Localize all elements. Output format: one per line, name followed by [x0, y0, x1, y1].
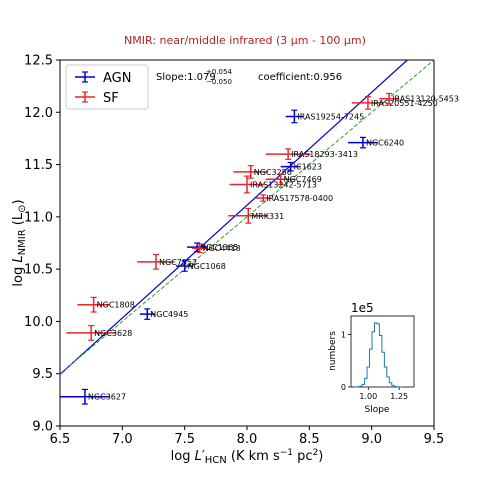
x-tick-label: 8.5 — [299, 432, 320, 447]
coefficient-text: coefficient:0.956 — [258, 72, 342, 83]
errorbar-point: NGC4945 — [139, 308, 188, 320]
errorbar-point: NGC3256 — [233, 165, 292, 179]
slope-minus: −0.050 — [206, 78, 232, 86]
data-points: IRAS19254-7245 NGC6240 IC1623 NGC1365 NGC106… — [60, 92, 459, 405]
y-tick-label: 11.5 — [24, 158, 53, 173]
y-tick-label: 9.0 — [32, 420, 53, 435]
errorbar-point: NGC6240 — [347, 136, 404, 149]
point-label: NGC7469 — [284, 175, 322, 184]
y-axis-label: log LNMIR (L⊙) — [11, 199, 28, 286]
errorbar-point: IRAS20551-4250 — [351, 95, 438, 110]
point-label: IRAS18293-3413 — [291, 150, 358, 159]
errorbar-point: NGC7552 — [137, 253, 197, 270]
point-label: IRAS13242-5713 — [250, 180, 317, 189]
inset-multiplier: 1e5 — [351, 301, 374, 315]
legend-box — [65, 64, 149, 110]
axis-ticks: 6.5 7.0 7.5 8.0 8.5 9.0 9.5 9.0 9.5 10.0 10.5 11.0 1… — [24, 54, 444, 448]
inset-histogram: 1e5 Slope numbers 1.00 1.25 0 1 — [328, 301, 415, 415]
legend-sf-label: SF — [103, 91, 119, 106]
errorbar-point: IRAS13120-5453 — [379, 92, 459, 105]
errorbar-point: NGC3628 — [66, 325, 132, 341]
point-label: IRAS20551-4250 — [371, 99, 438, 108]
point-label: NGC1068 — [188, 262, 226, 271]
errorbar-point: NGC3627 — [60, 388, 126, 405]
legend-sf-marker — [75, 91, 95, 103]
x-tick-label: 9.5 — [424, 432, 445, 447]
inset-x-tick-label: 1.00 — [359, 392, 377, 401]
errorbar-point: IRAS19254-7245 — [285, 109, 364, 124]
point-label: IRAS19254-7245 — [297, 112, 364, 121]
point-label: IRAS17578-0400 — [266, 194, 333, 203]
slope-text: Slope:1.079 — [156, 72, 216, 83]
x-tick-label: 9.0 — [361, 432, 382, 447]
point-label: MRK331 — [251, 212, 284, 221]
point-label: NGC3628 — [94, 329, 132, 338]
inset-x-label: Slope — [365, 405, 390, 415]
fit-annotation: Slope:1.079 +0.054 −0.050 coefficient:0.… — [156, 68, 342, 86]
y-tick-label: 12.0 — [24, 106, 53, 121]
x-tick-label: 7.0 — [112, 432, 133, 447]
errorbar-point: MRK331 — [228, 207, 284, 224]
errorbar-point: NGC1808 — [77, 296, 135, 313]
inset-x-tick-label: 1.25 — [390, 392, 408, 401]
point-label: NGC4945 — [150, 310, 188, 319]
x-tick-label: 6.5 — [50, 432, 71, 447]
point-label: NGC7552 — [159, 258, 197, 267]
fit-line — [59, 59, 408, 375]
inset-y-label: numbers — [328, 331, 338, 371]
y-tick-label: 10.0 — [24, 315, 53, 330]
inset-y-tick-label: 0 — [341, 383, 346, 392]
point-label: NGC6240 — [366, 139, 404, 148]
legend-agn-label: AGN — [103, 71, 131, 86]
errorbar-point: IRAS18293-3413 — [265, 148, 358, 160]
y-tick-label: 11.0 — [24, 210, 53, 225]
point-label: NGC3627 — [88, 393, 126, 402]
chart-title: NMIR: near/middle infrared (3 μm - 100 μ… — [124, 34, 366, 47]
legend-agn-marker — [75, 71, 95, 83]
one-to-one-line — [59, 59, 435, 375]
x-axis-label: log L′HCN (K km s−1 pc2) — [171, 448, 324, 466]
errorbar-point: IRAS13242-5713 — [229, 175, 317, 194]
point-label: IRAS13120-5453 — [392, 95, 459, 104]
point-label: NGC1808 — [97, 301, 135, 310]
slope-plus: +0.054 — [206, 68, 232, 76]
point-label: NGC4418 — [203, 244, 241, 253]
inset-y-tick-label: 1 — [341, 330, 346, 339]
errorbar-point: NGC7469 — [265, 173, 322, 186]
y-tick-label: 9.5 — [32, 367, 53, 382]
legend: AGN SF — [65, 64, 149, 110]
inset-frame — [350, 315, 415, 388]
point-label: NGC1365 — [200, 243, 238, 252]
point-label: NGC3256 — [254, 168, 292, 177]
errorbar-point: NGC1068 — [175, 260, 226, 272]
errorbar-point: IC1623 — [280, 161, 322, 172]
fit-lines — [59, 59, 435, 375]
x-tick-label: 8.0 — [237, 432, 258, 447]
point-label: IC1623 — [294, 163, 322, 172]
inset-histogram-step — [354, 322, 402, 388]
errorbar-point: IRAS17578-0400 — [255, 194, 333, 203]
errorbar-point: NGC4418 — [192, 243, 241, 253]
y-tick-label: 10.5 — [24, 263, 53, 278]
y-tick-label: 12.5 — [24, 54, 53, 69]
x-tick-label: 7.5 — [174, 432, 195, 447]
